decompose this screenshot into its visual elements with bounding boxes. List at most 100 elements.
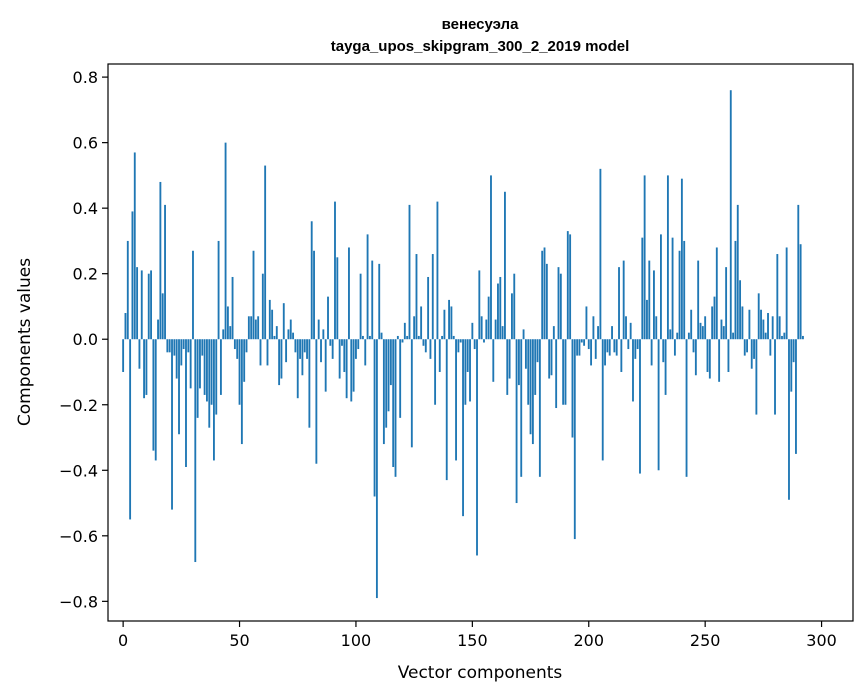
bar bbox=[164, 204, 166, 340]
bar bbox=[555, 339, 558, 409]
bar bbox=[550, 339, 553, 376]
bar bbox=[399, 339, 402, 418]
bar bbox=[601, 339, 604, 461]
bar bbox=[322, 329, 325, 340]
bar bbox=[448, 299, 450, 340]
bar bbox=[445, 339, 448, 481]
bar bbox=[755, 339, 758, 415]
bar bbox=[676, 332, 679, 340]
y-tick-label: −0.6 bbox=[59, 527, 98, 546]
bar bbox=[764, 332, 767, 340]
bar bbox=[417, 335, 420, 340]
bar bbox=[308, 339, 311, 428]
bar bbox=[420, 306, 423, 340]
bar bbox=[252, 250, 255, 340]
bar bbox=[219, 339, 222, 395]
bar bbox=[287, 329, 290, 340]
bar bbox=[699, 322, 702, 340]
bar bbox=[483, 339, 485, 343]
bar bbox=[173, 339, 176, 356]
bar bbox=[336, 257, 339, 340]
bar bbox=[597, 326, 599, 340]
bar bbox=[203, 339, 206, 395]
bar bbox=[587, 339, 590, 350]
bar bbox=[713, 296, 716, 340]
bar bbox=[236, 339, 239, 359]
bar bbox=[517, 339, 520, 386]
bar bbox=[466, 339, 469, 372]
bar bbox=[669, 329, 672, 340]
x-tick-label: 100 bbox=[341, 631, 372, 650]
bar bbox=[552, 326, 555, 340]
bar bbox=[152, 339, 155, 451]
bar bbox=[708, 339, 711, 379]
x-axis-label: Vector components bbox=[398, 663, 563, 683]
x-tick-label: 300 bbox=[806, 631, 837, 650]
bar bbox=[802, 335, 804, 340]
bar bbox=[513, 273, 516, 340]
bar bbox=[194, 339, 197, 563]
bar bbox=[785, 247, 788, 340]
bar bbox=[462, 339, 464, 517]
bar bbox=[776, 254, 779, 340]
bar bbox=[531, 339, 534, 445]
bar bbox=[727, 339, 730, 372]
bar bbox=[268, 299, 271, 340]
bar bbox=[280, 339, 283, 379]
bar bbox=[739, 280, 742, 340]
bar bbox=[701, 326, 704, 340]
bar bbox=[499, 276, 502, 340]
bar bbox=[299, 339, 301, 359]
bar bbox=[725, 267, 728, 340]
y-axis-label: Components values bbox=[15, 258, 35, 426]
bar bbox=[389, 339, 392, 386]
bar bbox=[422, 339, 425, 346]
bar bbox=[327, 296, 329, 340]
bar bbox=[345, 339, 348, 399]
bar bbox=[476, 339, 478, 556]
bar bbox=[564, 339, 567, 405]
bar bbox=[331, 339, 334, 359]
bar bbox=[750, 339, 753, 369]
bar bbox=[706, 339, 709, 372]
bar bbox=[613, 339, 616, 353]
bar bbox=[273, 335, 276, 340]
bar bbox=[646, 299, 648, 340]
bar bbox=[576, 339, 579, 356]
bar bbox=[366, 234, 369, 340]
chart-subtitle: tayga_upos_skipgram_300_2_2019 model bbox=[331, 38, 630, 55]
bar bbox=[485, 319, 488, 340]
bar bbox=[671, 237, 674, 340]
bar bbox=[473, 339, 476, 350]
bar bbox=[585, 306, 588, 340]
bar bbox=[296, 339, 299, 399]
bar bbox=[375, 339, 378, 599]
bar bbox=[480, 316, 483, 340]
bar-series bbox=[122, 90, 804, 599]
bar bbox=[771, 316, 774, 340]
bar bbox=[289, 319, 292, 340]
bar bbox=[401, 339, 404, 343]
bar bbox=[450, 306, 453, 340]
bar bbox=[150, 270, 152, 340]
bar bbox=[459, 339, 462, 343]
bar bbox=[520, 339, 523, 477]
bar bbox=[629, 322, 632, 340]
bar bbox=[143, 339, 146, 399]
bar bbox=[715, 247, 718, 340]
bar bbox=[282, 303, 285, 340]
bar bbox=[557, 267, 560, 340]
bar bbox=[136, 267, 139, 340]
bar bbox=[210, 339, 213, 405]
bar bbox=[683, 240, 686, 340]
bar bbox=[490, 175, 492, 340]
bar bbox=[781, 335, 783, 340]
bar bbox=[643, 175, 646, 340]
bar bbox=[427, 276, 430, 340]
bar bbox=[720, 319, 723, 340]
bar bbox=[285, 339, 288, 363]
bar bbox=[627, 339, 630, 350]
y-tick-label: 0.0 bbox=[73, 330, 98, 349]
bar bbox=[371, 260, 374, 340]
bar bbox=[392, 339, 395, 467]
